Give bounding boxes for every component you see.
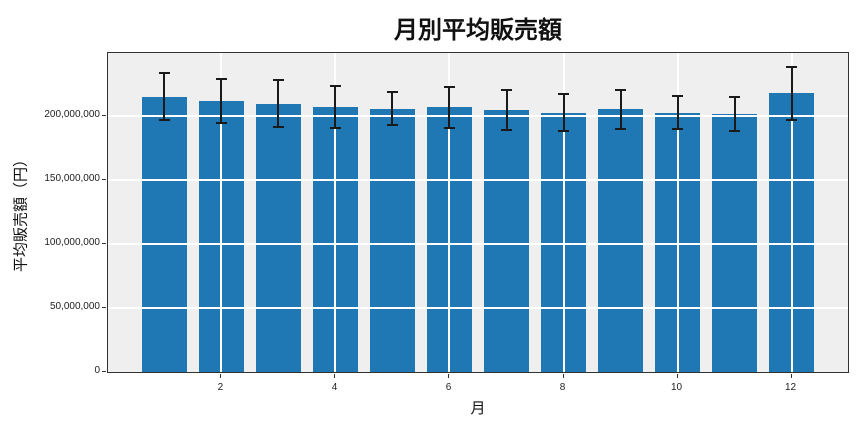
error-bar-cap [329,84,341,87]
error-bar-cap [729,130,741,133]
y-axis-label: 平均販売額（円） [12,151,30,273]
chart-title: 月別平均販売額 [394,17,562,44]
y-tick-mark [102,114,106,116]
error-bar [790,67,793,120]
x-tick-label: 12 [784,382,797,393]
gridline-horizontal [108,114,848,117]
error-bar-cap [672,94,684,97]
error-bar-cap [386,91,398,94]
error-bar [448,86,451,128]
error-bar [277,79,280,128]
error-bar [391,92,394,126]
error-bar-cap [215,121,227,124]
error-bar-cap [158,71,170,74]
error-bar [676,95,679,130]
gridline-vertical [790,53,793,372]
gridline-vertical [220,53,223,372]
gridline-vertical [562,53,565,372]
plot-canvas [108,53,848,372]
error-bar-cap [215,78,227,81]
gridline-horizontal [108,178,848,181]
error-bar-cap [272,126,284,129]
error-bar-cap [615,127,627,130]
gridline-vertical [676,53,679,372]
error-bar-cap [786,66,798,69]
error-bar-cap [501,89,512,92]
bar [483,110,530,372]
y-tick-mark [102,178,106,180]
gridline-horizontal [108,242,848,245]
y-tick-label: 150,000,000 [44,172,100,184]
error-bar-cap [786,118,798,121]
y-tick-label: 50,000,000 [49,300,100,312]
plot-area [107,52,849,373]
error-bar [505,90,508,130]
x-axis-label: 月 [470,400,486,417]
y-tick-mark [102,371,106,372]
error-bar-cap [558,92,570,95]
gridline-vertical [334,53,337,372]
error-bar-cap [501,128,512,131]
y-tick-mark [102,242,106,244]
x-tick-label: 6 [445,382,452,393]
bar [255,103,302,372]
bar [141,96,188,372]
bar [597,109,644,372]
error-bar-cap [729,95,741,98]
error-bar [220,79,223,123]
error-bar [733,96,736,132]
x-tick-mark [220,374,222,378]
error-bar [334,85,337,128]
x-tick-mark [562,374,564,378]
error-bar-cap [443,126,455,129]
y-tick-label: 0 [94,365,100,376]
y-tick-label: 100,000,000 [44,236,100,248]
y-tick-label: 200,000,000 [44,108,100,120]
error-bar [163,72,166,121]
x-tick-label: 4 [331,382,338,393]
y-tick-mark [102,306,106,308]
error-bar-cap [558,130,570,133]
x-tick-mark [676,374,678,378]
error-bar-cap [386,124,398,127]
error-bar-cap [158,119,170,122]
gridline-vertical [448,53,451,372]
x-tick-mark [334,374,336,378]
bar [369,108,416,372]
error-bar-cap [272,78,284,81]
x-tick-label: 2 [217,382,224,393]
error-bar-cap [615,89,627,92]
x-tick-mark [448,374,450,378]
x-tick-label: 10 [670,382,683,393]
error-bar [562,93,565,132]
error-bar [619,90,622,129]
x-tick-label: 8 [559,382,566,393]
error-bar-cap [672,128,684,131]
error-bar-cap [443,85,455,88]
x-tick-mark [790,374,792,378]
error-bar-cap [329,126,341,129]
gridline-horizontal [108,306,848,309]
